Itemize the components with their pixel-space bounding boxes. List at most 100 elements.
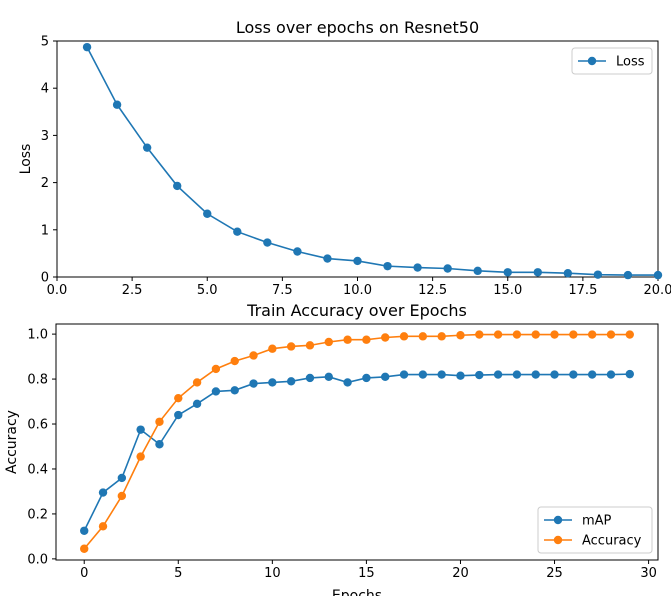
- data-point-accuracy: [399, 332, 409, 341]
- x-tick-label: 10.0: [343, 283, 372, 298]
- data-point-accuracy: [192, 378, 202, 387]
- data-point-loss: [623, 270, 633, 280]
- x-tick-label: 7.5: [272, 283, 293, 298]
- data-point-map: [324, 372, 333, 382]
- x-tick-label: 0.0: [47, 283, 68, 298]
- data-point-loss: [173, 181, 182, 191]
- data-point-accuracy: [512, 330, 522, 339]
- data-point-accuracy: [80, 544, 89, 553]
- data-point-accuracy: [493, 330, 503, 339]
- data-point-loss: [82, 42, 92, 52]
- data-point-loss: [563, 269, 573, 278]
- data-point-map: [550, 370, 559, 379]
- data-point-map: [569, 370, 578, 379]
- series-line-loss: [86, 46, 658, 276]
- data-point-accuracy: [587, 330, 597, 339]
- data-point-loss: [142, 143, 152, 152]
- data-point-map: [136, 425, 145, 434]
- legend-label-accuracy: Accuracy: [582, 534, 642, 549]
- data-point-map: [418, 370, 428, 379]
- data-point-accuracy: [531, 330, 540, 339]
- legend-label-loss: Loss: [616, 55, 645, 70]
- x-tick-label: 25: [546, 566, 563, 581]
- legend-marker-accuracy: [553, 535, 563, 545]
- data-point-loss: [233, 227, 242, 236]
- x-tick-label: 30: [640, 566, 657, 581]
- data-point-accuracy: [343, 335, 352, 344]
- data-point-accuracy: [211, 364, 221, 374]
- data-point-map: [286, 377, 296, 386]
- data-point-accuracy: [324, 337, 333, 347]
- data-point-loss: [593, 270, 603, 279]
- data-point-map: [531, 370, 540, 379]
- data-point-accuracy: [418, 332, 428, 341]
- data-point-accuracy: [268, 344, 277, 353]
- legend-marker-loss: [587, 56, 597, 66]
- loss-chart: Loss over epochs on Resnet50 0.0 2.5 5.0 7.5…: [18, 18, 671, 298]
- data-point-map: [512, 370, 522, 379]
- data-point-map: [493, 370, 503, 379]
- data-point-accuracy: [569, 330, 578, 339]
- data-point-loss: [443, 264, 452, 273]
- data-point-loss: [203, 209, 212, 218]
- data-point-accuracy: [381, 333, 390, 342]
- y-tick-label: 1: [41, 223, 49, 238]
- x-axis-label: Epochs: [332, 588, 382, 596]
- data-point-map: [80, 526, 89, 535]
- data-point-accuracy: [456, 331, 465, 340]
- data-point-loss: [653, 270, 663, 280]
- plot-area-frame: [55, 323, 659, 561]
- data-point-loss: [353, 256, 362, 266]
- legend: mAP Accuracy: [537, 506, 653, 554]
- x-tick-label: 15: [358, 566, 375, 581]
- data-point-accuracy: [606, 330, 616, 339]
- data-point-accuracy: [305, 341, 315, 350]
- y-tick-label: 1.0: [27, 328, 48, 343]
- legend: Loss: [571, 47, 653, 75]
- data-point-accuracy: [117, 491, 127, 501]
- data-point-accuracy: [362, 335, 371, 344]
- data-point-map: [456, 371, 465, 380]
- data-point-accuracy: [625, 330, 634, 339]
- x-tick-label: 5.0: [197, 283, 218, 298]
- data-point-loss: [263, 238, 272, 247]
- data-point-accuracy: [98, 522, 108, 531]
- data-point-loss: [533, 268, 542, 277]
- data-point-loss: [323, 254, 332, 263]
- data-point-map: [230, 386, 239, 395]
- data-point-accuracy: [230, 356, 239, 366]
- data-point-map: [249, 379, 258, 388]
- legend-box: [571, 47, 653, 75]
- data-point-accuracy: [475, 330, 484, 339]
- x-tick-label: 5: [174, 566, 182, 581]
- data-point-loss: [473, 266, 482, 276]
- y-axis-label: Loss: [18, 144, 34, 175]
- data-point-map: [192, 399, 202, 408]
- x-tick-label: 17.5: [568, 283, 597, 298]
- x-tick-label: 20.0: [644, 283, 671, 298]
- x-tick-label: 10: [264, 566, 281, 581]
- legend-box: [537, 506, 653, 554]
- data-point-map: [155, 440, 164, 449]
- y-tick-label: 0.0: [27, 552, 48, 567]
- data-point-loss: [503, 268, 512, 277]
- data-point-map: [174, 410, 183, 420]
- x-tick-label: 15.0: [493, 283, 522, 298]
- data-point-accuracy: [437, 332, 446, 341]
- data-point-map: [268, 378, 277, 387]
- y-tick-label: 0.2: [27, 507, 48, 522]
- x-tick-label: 20: [452, 566, 469, 581]
- data-point-loss: [413, 263, 422, 272]
- chart-title: Train Accuracy over Epochs: [246, 301, 467, 320]
- data-point-map: [343, 378, 352, 387]
- data-point-map: [362, 373, 371, 383]
- y-tick-label: 5: [41, 35, 49, 50]
- legend-marker-map: [553, 515, 563, 525]
- data-point-map: [98, 488, 108, 497]
- data-point-map: [437, 370, 446, 379]
- data-point-map: [625, 369, 634, 379]
- y-tick-label: 2: [41, 176, 49, 191]
- x-tick-label: 2.5: [122, 283, 143, 298]
- data-point-loss: [293, 247, 302, 256]
